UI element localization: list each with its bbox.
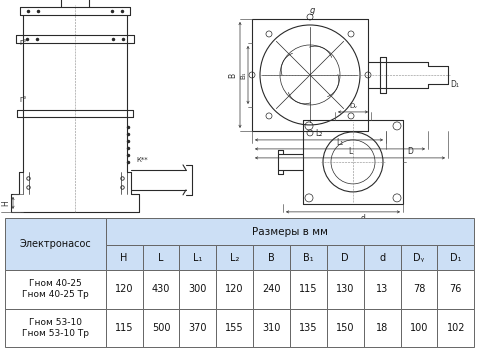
Bar [5,218,106,270]
Bar [106,270,143,309]
Text: d: d [361,214,365,223]
Text: B: B [268,253,275,262]
Bar [106,309,143,347]
Text: D₁: D₁ [450,80,459,89]
Text: B: B [228,72,238,77]
Bar [290,309,327,347]
Text: 102: 102 [446,323,465,333]
Text: L: L [348,147,352,156]
Text: B₁: B₁ [303,253,314,262]
Text: L₁: L₁ [193,253,203,262]
Bar [364,270,400,309]
Text: L: L [158,253,164,262]
Bar [327,309,364,347]
Text: 78: 78 [413,284,425,294]
Bar [106,218,474,245]
Bar [437,270,474,309]
Bar [290,270,327,309]
Text: 18: 18 [376,323,388,333]
Text: 120: 120 [226,284,244,294]
Bar [437,245,474,270]
Text: Размеры в мм: Размеры в мм [252,227,328,237]
Bar [364,245,400,270]
Bar [253,245,290,270]
Bar [180,270,216,309]
Text: 120: 120 [115,284,133,294]
Text: 135: 135 [299,323,318,333]
Bar [5,270,106,309]
Text: 430: 430 [152,284,170,294]
Bar [364,309,400,347]
Text: D: D [342,253,349,262]
Text: L₁: L₁ [336,139,343,147]
Text: D₁: D₁ [450,253,462,262]
Bar [216,270,253,309]
Text: 100: 100 [410,323,428,333]
Text: H: H [1,200,11,206]
Bar [253,270,290,309]
Text: D: D [407,147,413,156]
Text: 115: 115 [299,284,318,294]
Text: 115: 115 [115,323,133,333]
Text: 300: 300 [189,284,207,294]
Text: Г°: Г° [19,97,27,103]
Bar [216,309,253,347]
Text: Dᵥ: Dᵥ [349,103,357,109]
Text: Гном 53-10
Гном 53-10 Тр: Гном 53-10 Гном 53-10 Тр [22,318,89,337]
Text: 240: 240 [262,284,281,294]
Bar [216,245,253,270]
Text: 76: 76 [450,284,462,294]
Bar [327,270,364,309]
Text: 130: 130 [336,284,354,294]
Text: 150: 150 [336,323,354,333]
Text: 13: 13 [376,284,388,294]
Bar [180,245,216,270]
Text: B₁: B₁ [240,71,246,79]
Text: d: d [379,253,385,262]
Text: Dᵧ: Dᵧ [413,253,424,262]
Bar [143,309,180,347]
Bar [143,245,180,270]
Bar [180,309,216,347]
Text: H: H [120,253,128,262]
Bar [253,309,290,347]
Bar [400,270,437,309]
Bar [143,270,180,309]
Bar [400,245,437,270]
Bar [290,245,327,270]
Text: L₂: L₂ [315,129,323,139]
Bar [437,309,474,347]
Text: L₂: L₂ [230,253,240,262]
Text: Гном 40-25
Гном 40-25 Тр: Гном 40-25 Гном 40-25 Тр [22,280,89,299]
Text: Г°: Г° [19,40,27,46]
Text: Электронасос: Электронасос [19,239,91,249]
Bar [106,245,143,270]
Bar [5,309,106,347]
Text: 155: 155 [226,323,244,333]
Text: 370: 370 [189,323,207,333]
Bar [400,309,437,347]
Text: К**: К** [136,157,148,163]
Text: g: g [309,6,315,15]
Text: 310: 310 [262,323,281,333]
Bar [327,245,364,270]
Text: 500: 500 [152,323,170,333]
